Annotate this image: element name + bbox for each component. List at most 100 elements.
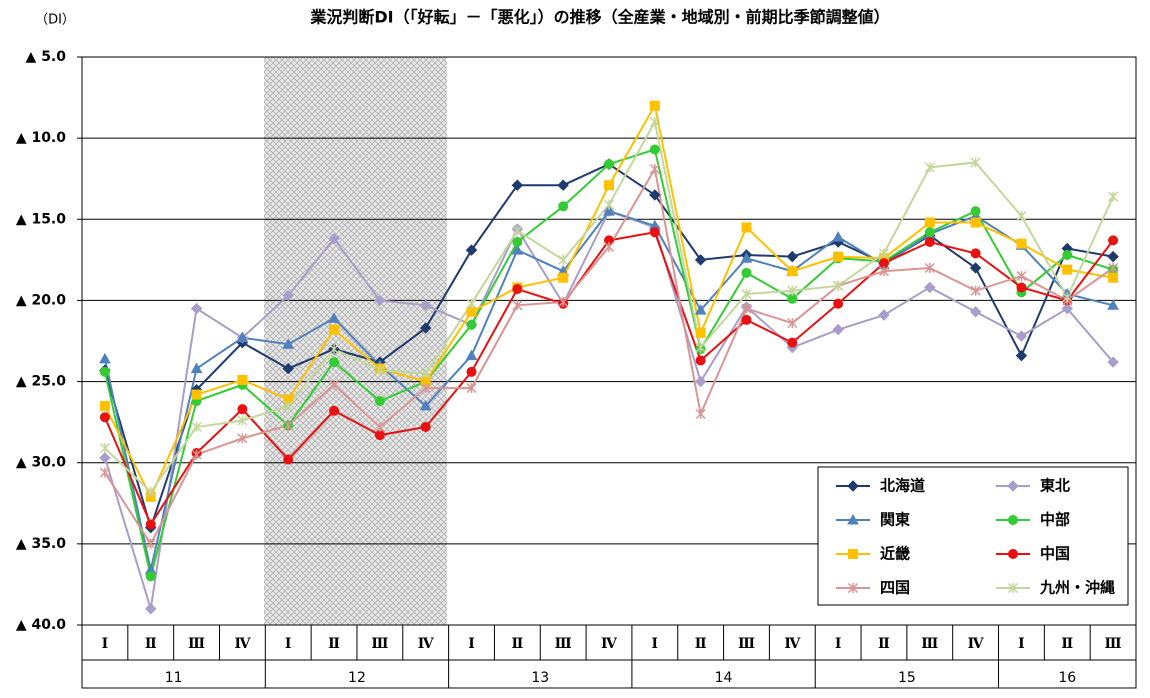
marker	[512, 284, 523, 295]
x-tick-label: Ⅰ	[1018, 636, 1025, 652]
marker	[374, 294, 386, 307]
marker	[833, 251, 844, 262]
marker	[832, 231, 844, 242]
marker	[970, 206, 981, 217]
marker	[190, 362, 203, 374]
marker	[374, 396, 385, 407]
marker	[1108, 272, 1119, 283]
marker	[970, 248, 981, 259]
marker	[237, 404, 248, 415]
marker	[1107, 356, 1119, 368]
legend-label: 中部	[1040, 511, 1070, 529]
y-tick-label: ▲ 25.0	[16, 374, 66, 390]
x-tick-label: Ⅰ	[285, 636, 292, 652]
marker	[1062, 264, 1073, 275]
marker	[99, 400, 110, 411]
group-label: 13	[531, 670, 549, 686]
marker	[847, 582, 859, 594]
x-tick-label: Ⅳ	[234, 636, 251, 652]
series-line	[104, 119, 1115, 494]
marker	[603, 199, 615, 210]
x-tick-label: Ⅲ	[1105, 636, 1122, 652]
marker	[466, 383, 477, 394]
marker	[847, 480, 859, 492]
marker	[237, 415, 248, 426]
marker	[1107, 250, 1119, 263]
marker	[649, 116, 660, 127]
marker	[99, 443, 110, 454]
y-tick-label: ▲ 15.0	[16, 211, 66, 227]
marker	[694, 254, 707, 266]
y-tick-label: ▲ 40.0	[16, 617, 66, 633]
marker	[786, 250, 799, 263]
marker	[511, 244, 524, 255]
marker	[740, 252, 753, 263]
marker	[969, 262, 982, 274]
marker	[466, 366, 477, 377]
marker	[99, 467, 110, 478]
marker	[970, 285, 981, 296]
legend-label: 北海道	[880, 477, 925, 495]
marker	[649, 163, 660, 175]
marker	[695, 355, 706, 366]
marker	[924, 217, 935, 228]
y-tick-label: ▲ 20.0	[16, 292, 66, 308]
group-label: 15	[898, 670, 916, 686]
marker	[878, 309, 890, 321]
marker	[282, 338, 295, 349]
y-tick-label: ▲ 10.0	[16, 130, 66, 146]
marker	[924, 237, 935, 248]
marker	[282, 362, 294, 375]
marker	[970, 157, 981, 168]
legend-box	[817, 466, 1129, 606]
marker	[924, 227, 935, 238]
marker	[1008, 515, 1018, 525]
x-tick-label: Ⅰ	[468, 636, 475, 652]
marker	[787, 318, 798, 329]
marker	[283, 420, 294, 431]
x-tick-label: Ⅱ	[328, 636, 340, 652]
marker	[236, 331, 249, 343]
marker	[878, 248, 889, 259]
marker	[99, 352, 111, 364]
marker	[1007, 480, 1019, 492]
x-tick-label: Ⅱ	[511, 636, 523, 652]
marker	[329, 344, 340, 355]
legend-label: 九州・沖縄	[1039, 579, 1115, 597]
marker	[145, 519, 156, 530]
marker	[145, 486, 156, 497]
marker	[237, 374, 248, 385]
marker	[145, 538, 156, 549]
marker	[833, 280, 844, 291]
marker	[328, 312, 340, 323]
marker	[787, 285, 798, 296]
marker	[970, 217, 981, 228]
x-tick-label: Ⅲ	[371, 636, 388, 652]
marker	[603, 205, 615, 216]
marker	[512, 237, 523, 248]
x-tick-label: Ⅱ	[145, 636, 157, 652]
marker	[649, 144, 660, 155]
marker	[649, 100, 660, 111]
x-tick-label: Ⅲ	[555, 636, 572, 652]
marker	[969, 306, 982, 318]
marker	[283, 400, 294, 411]
marker	[1062, 292, 1073, 303]
marker	[191, 421, 202, 433]
x-tick-label: Ⅰ	[835, 636, 842, 652]
marker	[833, 298, 844, 309]
marker	[511, 179, 524, 191]
marker	[604, 180, 614, 191]
marker	[190, 302, 203, 315]
marker	[1107, 299, 1119, 310]
y-tick-label: ▲ 5.0	[26, 49, 67, 65]
marker	[99, 412, 110, 423]
marker	[741, 288, 752, 299]
marker	[374, 365, 385, 376]
marker	[847, 513, 859, 525]
x-tick-label: Ⅲ	[921, 636, 938, 652]
marker	[1108, 191, 1119, 202]
marker	[419, 399, 432, 411]
marker	[1015, 349, 1028, 362]
